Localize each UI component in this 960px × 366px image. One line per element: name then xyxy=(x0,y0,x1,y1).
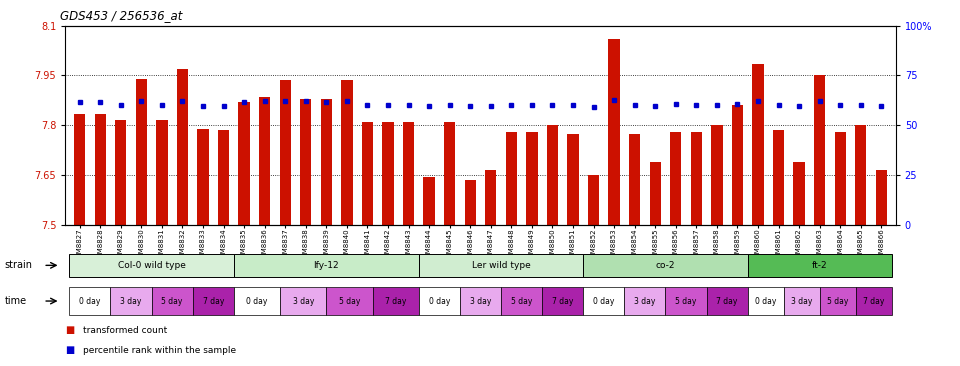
Bar xyxy=(152,287,193,315)
Text: transformed count: transformed count xyxy=(83,326,167,335)
Text: 7 day: 7 day xyxy=(552,296,573,306)
Bar xyxy=(624,287,665,315)
Bar xyxy=(321,99,332,225)
Bar xyxy=(773,130,784,225)
Bar xyxy=(238,102,250,225)
Bar xyxy=(403,122,414,225)
Text: 3 day: 3 day xyxy=(293,296,314,306)
Bar xyxy=(444,122,455,225)
Bar xyxy=(198,129,208,225)
Text: strain: strain xyxy=(5,260,33,270)
Text: Ler wild type: Ler wild type xyxy=(471,261,531,270)
Bar xyxy=(326,287,372,315)
Bar xyxy=(69,254,234,277)
Bar xyxy=(280,287,326,315)
Bar xyxy=(783,287,820,315)
Text: 0 day: 0 day xyxy=(755,296,777,306)
Text: 7 day: 7 day xyxy=(203,296,224,306)
Bar xyxy=(193,287,234,315)
Text: 5 day: 5 day xyxy=(827,296,849,306)
Bar xyxy=(690,132,702,225)
Bar xyxy=(584,254,748,277)
Bar xyxy=(609,39,620,225)
Bar xyxy=(465,180,476,225)
Bar xyxy=(382,122,394,225)
Bar xyxy=(732,105,743,225)
Bar xyxy=(423,177,435,225)
Bar xyxy=(419,287,460,315)
Text: ft-2: ft-2 xyxy=(812,261,828,270)
Bar xyxy=(362,122,373,225)
Bar xyxy=(372,287,419,315)
Bar xyxy=(460,287,501,315)
Bar xyxy=(711,125,723,225)
Bar xyxy=(501,287,542,315)
Bar xyxy=(876,170,887,225)
Bar xyxy=(115,120,127,225)
Bar xyxy=(526,132,538,225)
Text: 5 day: 5 day xyxy=(511,296,532,306)
Bar xyxy=(753,64,763,225)
Bar xyxy=(234,254,419,277)
Bar xyxy=(110,287,152,315)
Bar xyxy=(135,79,147,225)
Text: 3 day: 3 day xyxy=(469,296,492,306)
Bar xyxy=(259,97,271,225)
Bar xyxy=(547,125,558,225)
Bar xyxy=(74,114,85,225)
Text: 0 day: 0 day xyxy=(429,296,450,306)
Bar xyxy=(567,134,579,225)
Bar xyxy=(156,120,168,225)
Bar xyxy=(341,81,352,225)
Bar xyxy=(234,287,280,315)
Text: 7 day: 7 day xyxy=(716,296,738,306)
Text: Col-0 wild type: Col-0 wild type xyxy=(118,261,185,270)
Bar xyxy=(670,132,682,225)
Bar xyxy=(855,125,866,225)
Text: 3 day: 3 day xyxy=(791,296,812,306)
Text: 5 day: 5 day xyxy=(339,296,360,306)
Bar xyxy=(793,162,804,225)
Bar xyxy=(748,254,892,277)
Text: percentile rank within the sample: percentile rank within the sample xyxy=(83,346,236,355)
Bar xyxy=(177,69,188,225)
Bar xyxy=(95,114,106,225)
Bar xyxy=(820,287,855,315)
Text: 5 day: 5 day xyxy=(675,296,697,306)
Bar xyxy=(665,287,707,315)
Bar xyxy=(218,130,229,225)
Bar xyxy=(834,132,846,225)
Text: lfy-12: lfy-12 xyxy=(314,261,339,270)
Bar xyxy=(629,134,640,225)
Text: co-2: co-2 xyxy=(656,261,675,270)
Bar xyxy=(506,132,517,225)
Text: 3 day: 3 day xyxy=(120,296,142,306)
Bar xyxy=(707,287,748,315)
Bar xyxy=(300,99,311,225)
Bar xyxy=(279,81,291,225)
Bar xyxy=(650,162,660,225)
Bar xyxy=(588,175,599,225)
Bar xyxy=(542,287,584,315)
Bar xyxy=(748,287,783,315)
Text: 0 day: 0 day xyxy=(593,296,614,306)
Text: ■: ■ xyxy=(65,325,75,335)
Bar xyxy=(584,287,624,315)
Text: GDS453 / 256536_at: GDS453 / 256536_at xyxy=(60,9,182,22)
Bar xyxy=(814,75,826,225)
Text: 5 day: 5 day xyxy=(161,296,182,306)
Bar xyxy=(855,287,892,315)
Bar xyxy=(69,287,110,315)
Text: 0 day: 0 day xyxy=(80,296,101,306)
Text: 0 day: 0 day xyxy=(247,296,268,306)
Text: 7 day: 7 day xyxy=(863,296,884,306)
Text: ■: ■ xyxy=(65,345,75,355)
Bar xyxy=(485,170,496,225)
Text: time: time xyxy=(5,296,27,306)
Text: 7 day: 7 day xyxy=(385,296,406,306)
Bar xyxy=(419,254,584,277)
Text: 3 day: 3 day xyxy=(635,296,656,306)
